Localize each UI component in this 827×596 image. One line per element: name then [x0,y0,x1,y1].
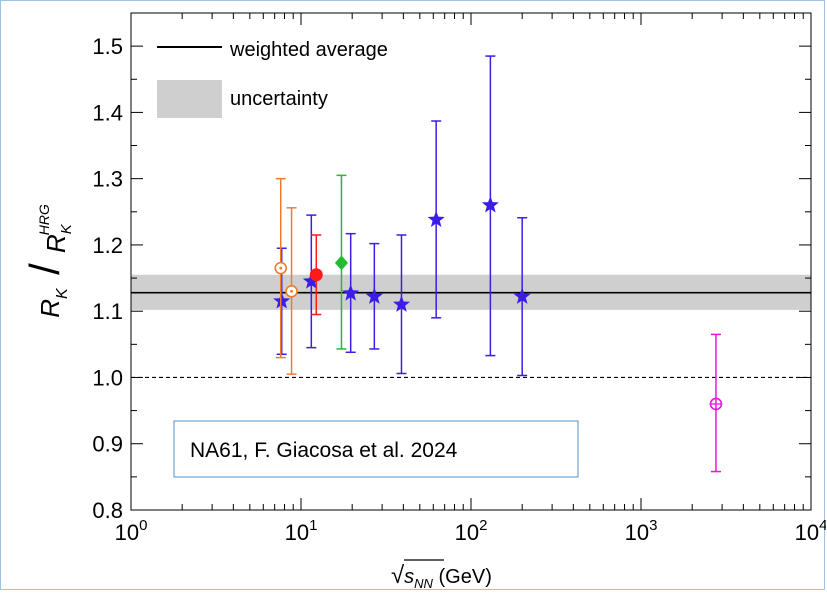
data-point [427,120,445,319]
y-tick-label: 0.8 [92,498,123,523]
y-tick-label: 1.4 [92,100,123,125]
data-point [709,333,723,473]
x-tick-label: 103 [625,517,658,545]
data-point [513,217,531,377]
x-tick-label: 101 [285,517,318,545]
diamond-marker [334,255,348,271]
open-circle-dot [279,266,283,270]
x-label-sub: NN [414,576,433,591]
x-label-s: s [404,566,414,588]
legend-uncertainty-swatch [157,80,222,118]
legend-uncertainty-label: uncertainty [230,88,328,110]
y-label-denominator-sup: HRG [36,204,52,235]
y-label-denominator: R [41,234,71,253]
star-marker [365,287,383,304]
data-point [309,234,323,316]
star-marker [513,287,531,304]
y-label-slash: / [21,263,68,275]
star-marker [481,196,499,213]
svg-text:√sNN (GeV): √sNN (GeV) [391,562,492,591]
y-label-numerator-sub: K [54,287,71,299]
star-marker [427,210,445,228]
open-circle-dot [290,289,293,293]
star-marker [302,272,320,289]
y-label-denominator-sub: K [58,223,75,234]
star-marker [392,295,411,312]
annotation-box [173,420,579,478]
svg-text:RKHRG: RK HRG [36,204,75,253]
y-tick-label: 0.9 [92,432,123,457]
y-tick-label: 1.5 [92,34,123,59]
svg-text:RK: RK [35,287,71,318]
annotation-text: NA61, F. Giacosa et al. 2024 [190,439,458,462]
x-axis-label: √sNN (GeV) [391,559,492,591]
legend-weighted-average-label: weighted average [229,39,388,61]
data-point [302,214,320,349]
legend: weighted average uncertainty [157,39,388,118]
x-tick-label: 100 [115,517,148,545]
data-point [285,207,298,375]
y-tick-label: 1.2 [92,233,123,258]
x-tick-label: 102 [455,517,488,545]
star-marker [342,284,360,301]
y-tick-label: 1.0 [92,365,123,390]
data-point [274,177,288,359]
filled-circle-marker [309,268,323,282]
star-marker [273,292,291,309]
data-point [342,232,360,354]
y-tick-label: 1.1 [92,299,123,324]
y-label-numerator: R [35,299,65,318]
x-label-root: √ [391,562,405,589]
data-point [365,242,383,350]
x-tick-label: 104 [795,517,826,545]
data-point [392,234,411,375]
data-point [481,55,499,357]
y-axis-label: RK / RKHRG [21,204,75,318]
data-point [334,174,348,350]
y-tick-label: 1.3 [92,167,123,192]
x-label-unit: (GeV) [433,566,492,588]
